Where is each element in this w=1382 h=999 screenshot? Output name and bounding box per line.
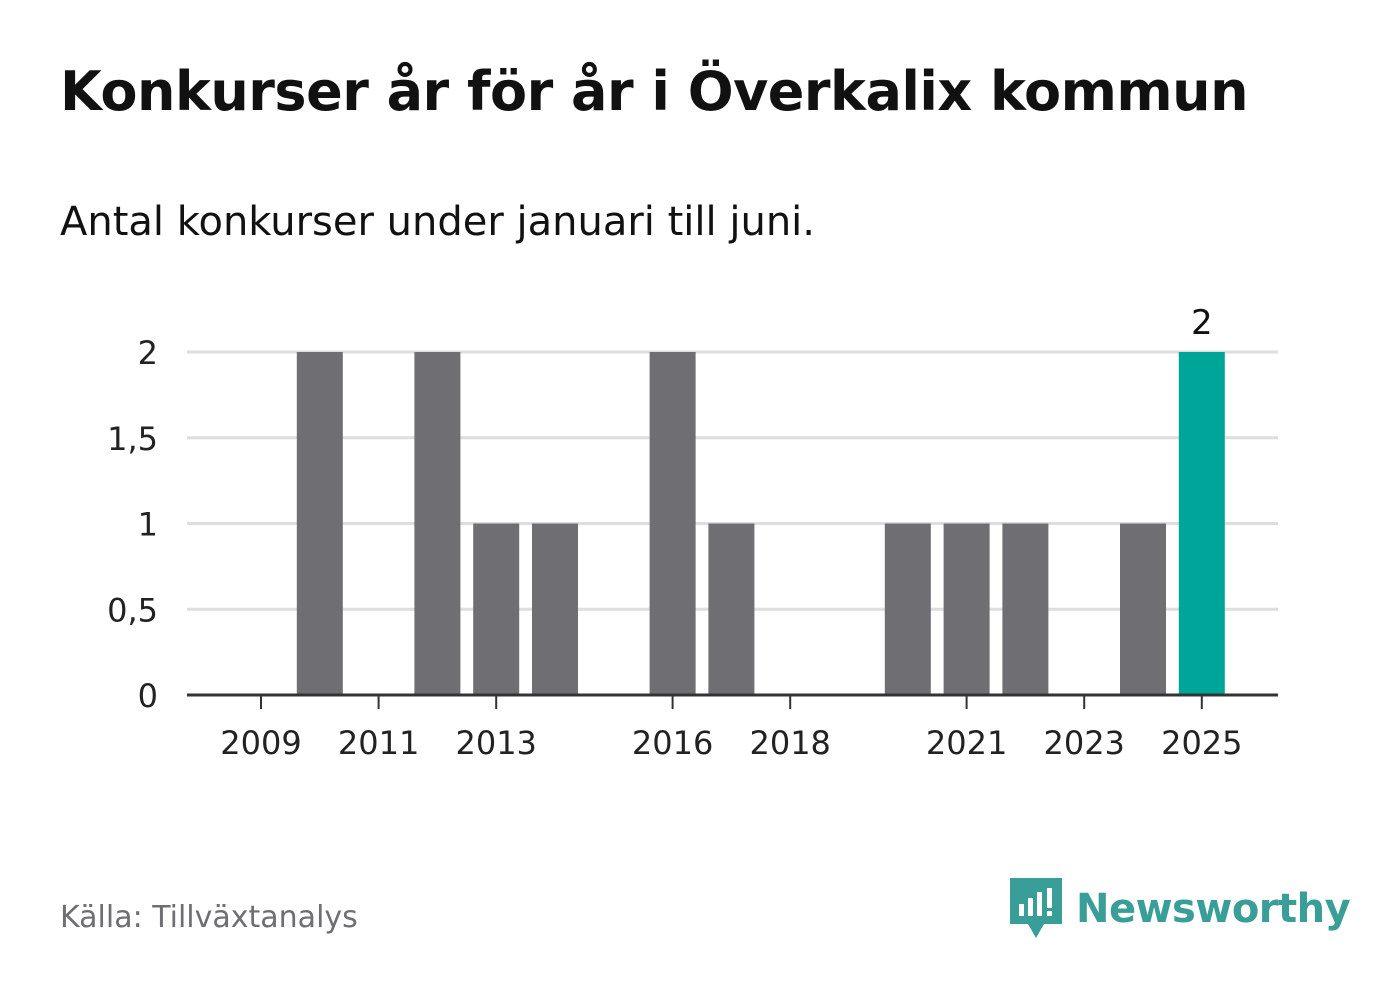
y-tick-label: 1	[138, 506, 158, 544]
newsworthy-logo-icon	[1010, 878, 1062, 938]
bar	[1002, 523, 1049, 695]
bar	[884, 523, 931, 695]
bar-highlight	[1178, 352, 1225, 695]
x-tick-label: 2013	[455, 724, 536, 762]
bar	[414, 352, 461, 695]
x-tick-label: 2023	[1043, 724, 1124, 762]
bar	[296, 352, 343, 695]
x-tick-label: 2016	[632, 724, 713, 762]
chart-title: Konkurser år för år i Överkalix kommun	[60, 60, 1249, 123]
y-tick-label: 0	[138, 677, 158, 715]
source-note: Källa: Tillväxtanalys	[60, 900, 358, 935]
brand-name: Newsworthy	[1076, 886, 1351, 932]
chart-subtitle: Antal konkurser under januari till juni.	[60, 199, 815, 245]
axes	[187, 693, 1278, 709]
bar	[649, 352, 696, 695]
bar	[708, 523, 755, 695]
bars	[296, 352, 1225, 695]
y-tick-label: 2	[138, 334, 158, 372]
bar-chart: 0 0,5 1 1,5 2 2009 2011 2013 2016 2018 2021 2023 202…	[107, 303, 1278, 762]
bar	[943, 523, 990, 695]
bar	[532, 523, 578, 695]
x-tick-label: 2009	[220, 724, 301, 762]
bar	[1120, 523, 1166, 695]
y-tick-label: 0,5	[107, 591, 158, 629]
x-tick-label: 2011	[338, 724, 419, 762]
x-tick-label: 2018	[749, 724, 830, 762]
bar	[473, 523, 520, 695]
x-tick-label: 2025	[1161, 724, 1242, 762]
y-tick-label: 1,5	[107, 420, 158, 458]
x-tick-label: 2021	[926, 724, 1007, 762]
brand[interactable]: Newsworthy	[1010, 878, 1351, 940]
data-label: 2	[1191, 303, 1213, 343]
labels: 0 0,5 1 1,5 2 2009 2011 2013 2016 2018 2021 2023 202…	[107, 303, 1242, 762]
